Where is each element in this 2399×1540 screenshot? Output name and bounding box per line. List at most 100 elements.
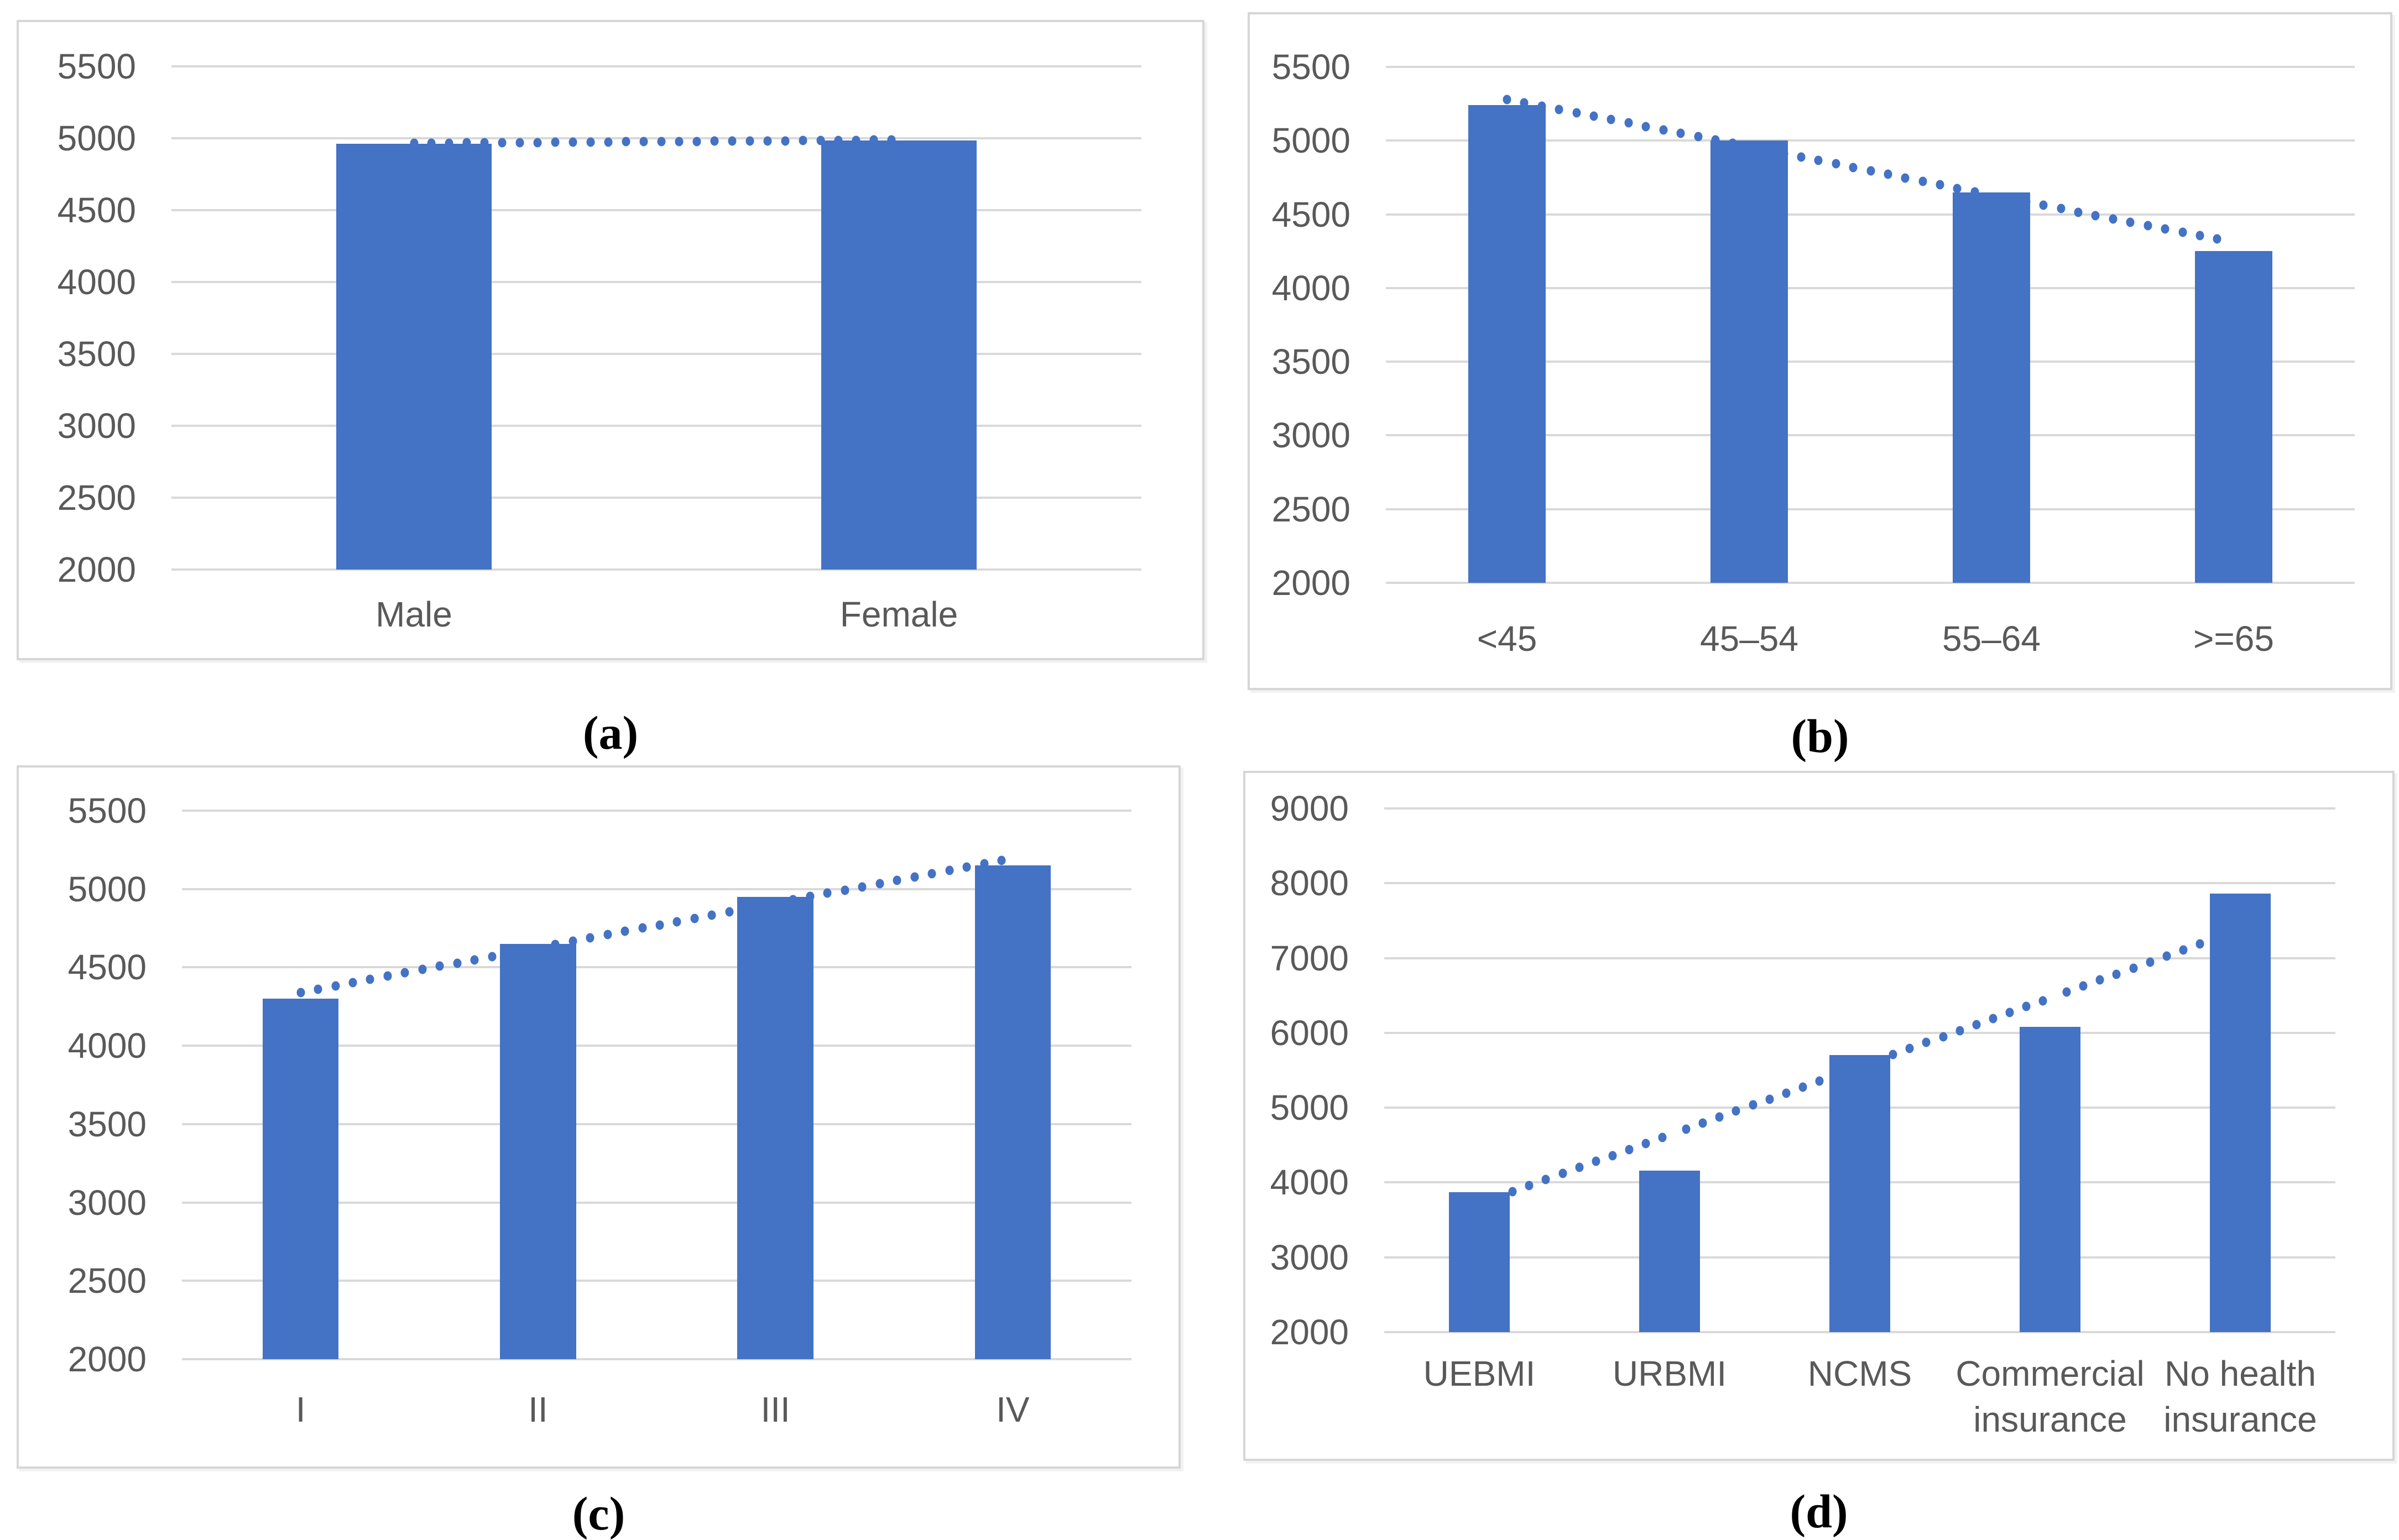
chart-b-panel: 5500 5000 4500 4000 3500 3000 2500 2000 <45 45–54… [1248,12,2392,690]
plot-area-b: 5500 5000 4500 4000 3500 3000 2500 2000 <45 45–54… [1272,49,2355,659]
trendline-dot [427,138,436,148]
trendline-dot [1936,180,1944,190]
x-axis-category-label: II [528,1390,548,1429]
bar-no-health-insurance [2209,894,2271,1332]
y-axis-tick-label-7000: 7000 [1270,938,1349,978]
trendline-dot [348,978,357,988]
trendline-dot [745,136,754,146]
gridline-2000 [171,568,1141,571]
x-axis-category-label: Male [376,594,452,634]
y-axis-tick-label-4000: 4000 [57,262,136,302]
trendline-dot [945,865,954,875]
trendline-dot [728,136,737,146]
x-axis-category-label: Commercial insurance [1955,1354,2145,1440]
plot-area-a: 5500 5000 4500 4000 3500 3000 2500 2000 Male Fema… [58,49,1141,634]
trendline-dot [1939,1032,1948,1042]
trendline-dot [1866,166,1875,176]
trendline-dot [910,872,919,882]
trendline-dot [2126,217,2135,227]
trendline-dot [927,869,936,879]
bar-45-54 [1710,140,1788,583]
gridline-3500 [182,1123,1131,1125]
trendline-dot [435,961,444,971]
gridline-2500 [1386,508,2355,510]
x-axis-category-label: >=65 [2193,619,2274,659]
gridline-9000 [1384,807,2335,810]
x-axis-category-label: No health insurance [2163,1354,2317,1440]
trendline-dot [2146,957,2155,967]
gridline-6000 [1384,1031,2335,1034]
chart-d-panel: 9000 8000 7000 6000 5000 4000 3000 2000 UEBMI URB… [1243,771,2395,1461]
trendline-dot [522,945,531,955]
trendline-dot [1624,118,1633,128]
trendline-dot [725,907,734,917]
trendline-dot [470,955,479,965]
y-axis-tick-label-5000: 5000 [67,869,147,909]
trendline-dot [1728,138,1737,148]
gridline-5500 [1386,66,2355,68]
trendline-dot [887,135,896,145]
trendline-dot [834,135,843,145]
y-axis-tick-label-5500: 5500 [57,46,136,86]
y-axis-tick-label-3000: 3000 [1270,1237,1349,1277]
gridline-3000 [182,1201,1131,1204]
trendline-dot [1592,1156,1600,1166]
y-axis-tick-label-6000: 6000 [1270,1012,1349,1053]
x-axis-category-label: III [760,1390,790,1429]
chart-a-panel: 5500 5000 4500 4000 3500 3000 2500 2000 Male Fema… [17,20,1204,660]
trendline-dot [1749,1100,1757,1110]
trendline-dot [1641,1139,1650,1149]
y-axis-tick-label-5000: 5000 [1270,1088,1349,1128]
trendline-dot [1872,1056,1881,1066]
y-axis-tick-label-9000: 9000 [1270,789,1349,828]
trendline-dot [2179,945,2188,955]
trendline-dot [2162,951,2171,961]
trendline-dot [893,875,901,885]
trendline-dot [2112,969,2121,979]
trendline-dot [620,926,629,936]
trendline-dot [1698,1118,1707,1128]
trendline-dot [551,137,560,147]
trendline-dot [1520,98,1529,108]
trendline-dot [1849,163,1858,173]
y-axis-tick-label-2500: 2500 [67,1261,147,1301]
gridline-3500 [1386,361,2355,363]
y-axis-tick-label-4000: 4000 [1271,268,1350,308]
trendline-dot [2079,981,2088,991]
trendline-dot [453,958,462,968]
trendline-dot [1659,125,1668,135]
bar-ii [500,943,576,1359]
trendline-dot [1503,95,1511,105]
trendline-dot [296,988,305,998]
trendline-dot [462,138,471,148]
trendline-dot [806,891,815,901]
y-axis-tick-label-2000: 2000 [57,550,136,589]
trendline-dot [1608,1151,1617,1161]
trendline-dot [672,917,681,927]
trendline-dot [604,137,613,147]
trendline-dot [1918,176,1927,186]
gridline-5500 [182,810,1131,812]
trendline-dot [1905,1043,1914,1053]
bar--45 [1468,105,1546,583]
gridline-4000 [1386,286,2355,289]
trendline-dot [2039,200,2048,210]
trendline-dot [2038,996,2047,1006]
gridline-8000 [1384,882,2335,885]
trendline-dot [1970,187,1979,197]
gridline-3000 [1386,434,2355,437]
trendline-dot [657,137,666,147]
bar-i [262,999,339,1359]
bar-iv [974,865,1051,1359]
y-axis-tick-label-5500: 5500 [67,791,147,831]
y-axis-tick-label-5000: 5000 [1271,121,1350,161]
trendline-dot [690,913,699,923]
trendline-dot [742,904,751,913]
trendline-dot [639,137,648,147]
trendline-dot [2074,207,2083,217]
trendline-dot [505,948,514,958]
trendline-dot [781,136,790,146]
trendline-dot [1475,1198,1484,1208]
x-axis-category-label: 55–64 [1942,619,2041,659]
y-axis-tick-label-4500: 4500 [67,947,147,988]
